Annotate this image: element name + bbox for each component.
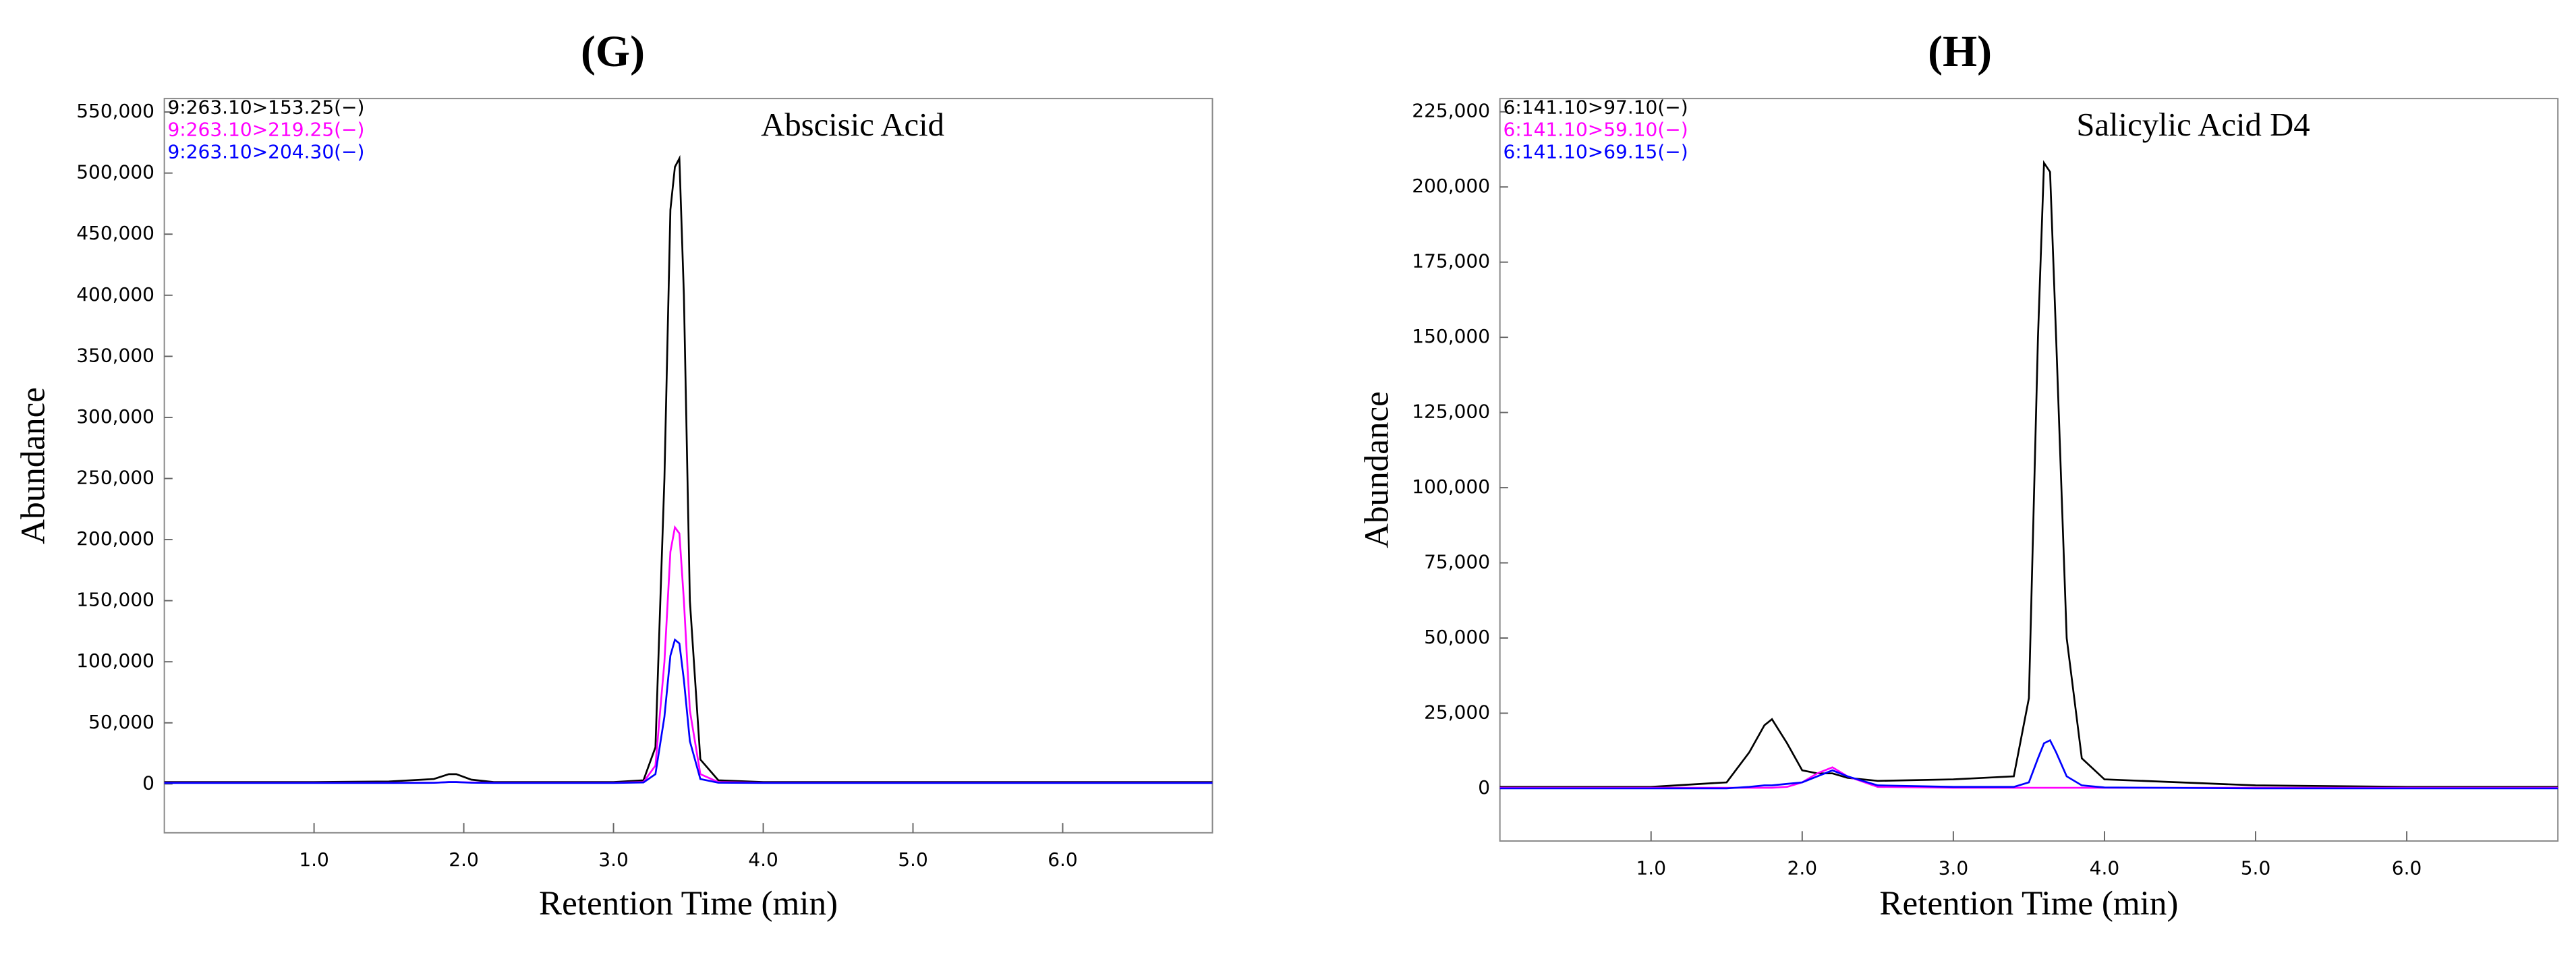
y-tick-label: 150,000 [76, 589, 154, 611]
chart-panel: (H) 0 25,000 50,000 75,000 100,000 125,000 150,… [1358, 27, 2559, 923]
x-tick-label: 1.0 [299, 848, 329, 871]
x-tick-label: 2.0 [449, 848, 479, 871]
y-tick-label: 550,000 [76, 100, 154, 122]
y-tick-label: 25,000 [1424, 701, 1490, 723]
y-tick-label: 200,000 [1412, 175, 1490, 197]
plot-frame [163, 98, 1213, 834]
legend-entry: 6:141.10>69.15(−) [1504, 141, 1688, 163]
series-line [1499, 739, 2558, 790]
y-tick-label: 0 [142, 772, 154, 794]
plot-frame [1499, 98, 2559, 842]
y-tick-label: 225,000 [1412, 100, 1490, 122]
x-tick-label: 4.0 [2090, 857, 2120, 879]
x-tick-label: 3.0 [598, 848, 629, 871]
x-tick-label: 3.0 [1939, 857, 1969, 879]
legend-entry: 9:263.10>153.25(−) [167, 96, 364, 119]
series-line [164, 154, 1213, 783]
x-tick-label: 5.0 [898, 848, 928, 871]
series-line [164, 638, 1213, 784]
y-tick-label: 0 [1478, 776, 1490, 799]
y-tick-label: 125,000 [1412, 401, 1490, 423]
y-tick-label: 175,000 [1412, 250, 1490, 272]
compound-annotation: Salicylic Acid D4 [2076, 107, 2310, 143]
y-tick-label: 350,000 [76, 344, 154, 366]
legend-entry: 9:263.10>204.30(−) [167, 141, 364, 163]
y-axis-label: Abundance [13, 387, 52, 544]
y-tick-label: 500,000 [76, 161, 154, 183]
x-tick-label: 4.0 [748, 848, 778, 871]
legend-entry: 6:141.10>97.10(−) [1504, 96, 1688, 119]
x-axis-label: Retention Time (min) [539, 884, 838, 923]
y-tick-label: 50,000 [1424, 626, 1490, 648]
chart-panel: (G) 0 50,000 100,000 150,000 200,000 250,000 30… [13, 27, 1213, 923]
y-tick-label: 300,000 [76, 405, 154, 428]
y-tick-label: 200,000 [76, 527, 154, 550]
series-line [1499, 160, 2558, 788]
y-axis-label: Abundance [1358, 391, 1396, 548]
chart-title: (G) [581, 27, 645, 76]
x-tick-label: 1.0 [1636, 857, 1666, 879]
y-tick-label: 150,000 [1412, 325, 1490, 347]
legend-entry: 6:141.10>59.10(−) [1504, 119, 1688, 141]
y-tick-label: 100,000 [1412, 475, 1490, 498]
y-tick-label: 400,000 [76, 283, 154, 306]
x-tick-label: 5.0 [2241, 857, 2271, 879]
y-tick-label: 450,000 [76, 222, 154, 244]
x-tick-label: 6.0 [2392, 857, 2422, 879]
y-tick-label: 75,000 [1424, 551, 1490, 573]
y-tick-label: 250,000 [76, 466, 154, 488]
x-tick-label: 6.0 [1048, 848, 1078, 871]
x-tick-label: 2.0 [1787, 857, 1818, 879]
chart-title: (H) [1928, 27, 1992, 76]
series-line [1499, 766, 2558, 789]
y-tick-label: 50,000 [88, 711, 154, 733]
x-axis-label: Retention Time (min) [1879, 884, 2178, 923]
y-tick-label: 100,000 [76, 649, 154, 672]
legend-entry: 9:263.10>219.25(−) [167, 119, 364, 141]
compound-annotation: Abscisic Acid [761, 107, 944, 143]
